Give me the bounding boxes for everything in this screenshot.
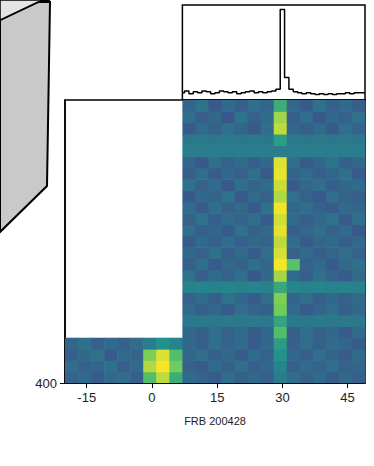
svg-text:15: 15 — [210, 390, 224, 405]
svg-text:0: 0 — [148, 390, 155, 405]
svg-text:30: 30 — [275, 390, 289, 405]
svg-text:45: 45 — [340, 390, 354, 405]
svg-text:-15: -15 — [77, 390, 96, 405]
svg-text:400: 400 — [35, 376, 57, 391]
svg-text:FRB 200428: FRB 200428 — [184, 415, 246, 427]
